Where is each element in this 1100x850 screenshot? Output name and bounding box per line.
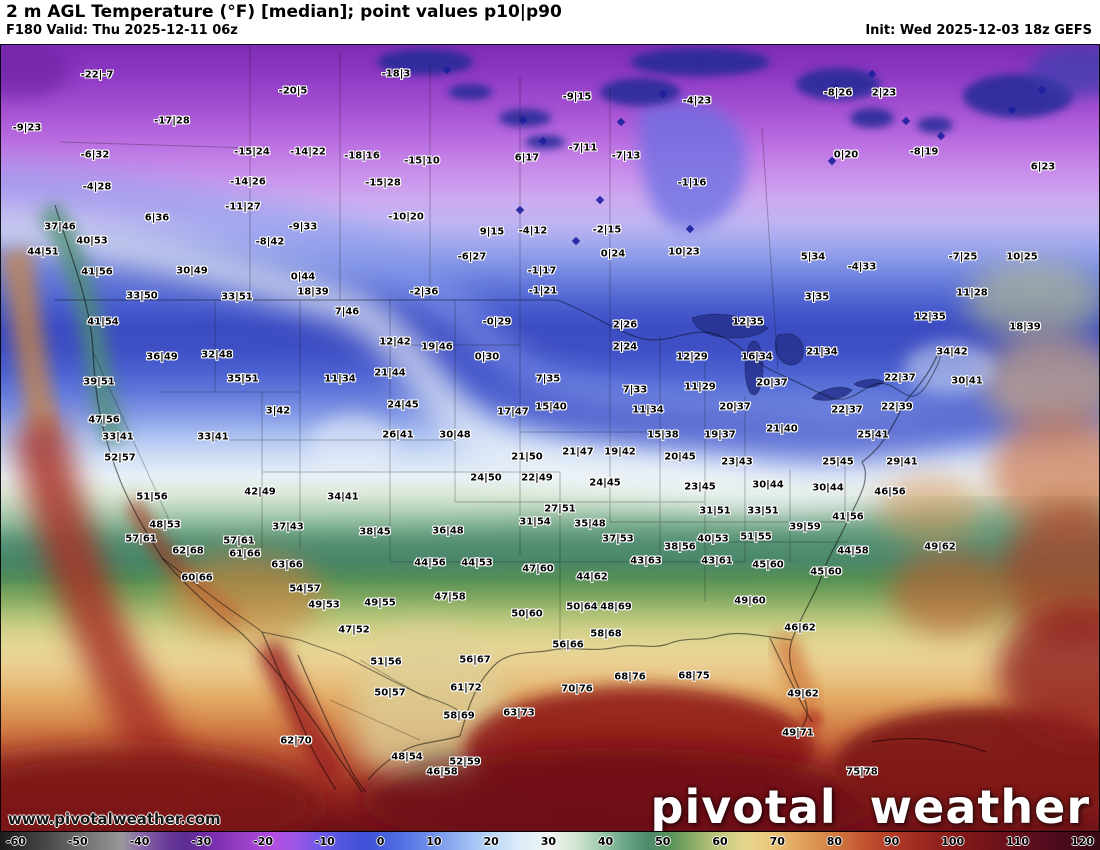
- website-watermark: www.pivotalweather.com: [8, 810, 221, 828]
- colorbar-tick: -60: [6, 834, 26, 848]
- colorbar: -60 -50 -40 -30 -20 -10 0 10 20 30 40 50 60 70 80 90 100…: [0, 831, 1100, 850]
- colorbar-tick: 60: [712, 834, 728, 848]
- brand-watermark: pivotal weather: [650, 780, 1090, 834]
- colorbar-tick: 110: [1006, 834, 1030, 848]
- header: 2 m AGL Temperature (°F) [median]; point…: [0, 0, 1100, 44]
- colorbar-tick: -50: [67, 834, 88, 848]
- valid-time-label: F180 Valid: Thu 2025-12-11 06z: [6, 23, 238, 38]
- colorbar-tick: 0: [376, 834, 385, 848]
- map-title: 2 m AGL Temperature (°F) [median]; point…: [6, 2, 562, 22]
- init-time-label: Init: Wed 2025-12-03 18z GEFS: [865, 23, 1092, 38]
- colorbar-tick: 90: [884, 834, 900, 848]
- colorbar-tick: 70: [769, 834, 785, 848]
- colorbar-tick: 120: [1070, 834, 1094, 848]
- colorbar-tick: 100: [941, 834, 965, 848]
- colorbar-tick: 80: [826, 834, 843, 848]
- colorbar-tick: 20: [483, 834, 499, 848]
- colorbar-tick: -20: [253, 834, 273, 848]
- colorbar-tick: -30: [191, 834, 212, 848]
- colorbar-tick: -40: [129, 834, 150, 848]
- colorbar-tick: 50: [655, 834, 671, 848]
- colorbar-tick: 40: [597, 834, 614, 848]
- colorbar-tick: -10: [314, 834, 335, 848]
- colorbar-ticks: -60 -50 -40 -30 -20 -10 0 10 20 30 40 50 60 70 80 90 100…: [0, 832, 1100, 850]
- colorbar-tick: 10: [426, 834, 442, 848]
- colorbar-tick: 30: [540, 834, 556, 848]
